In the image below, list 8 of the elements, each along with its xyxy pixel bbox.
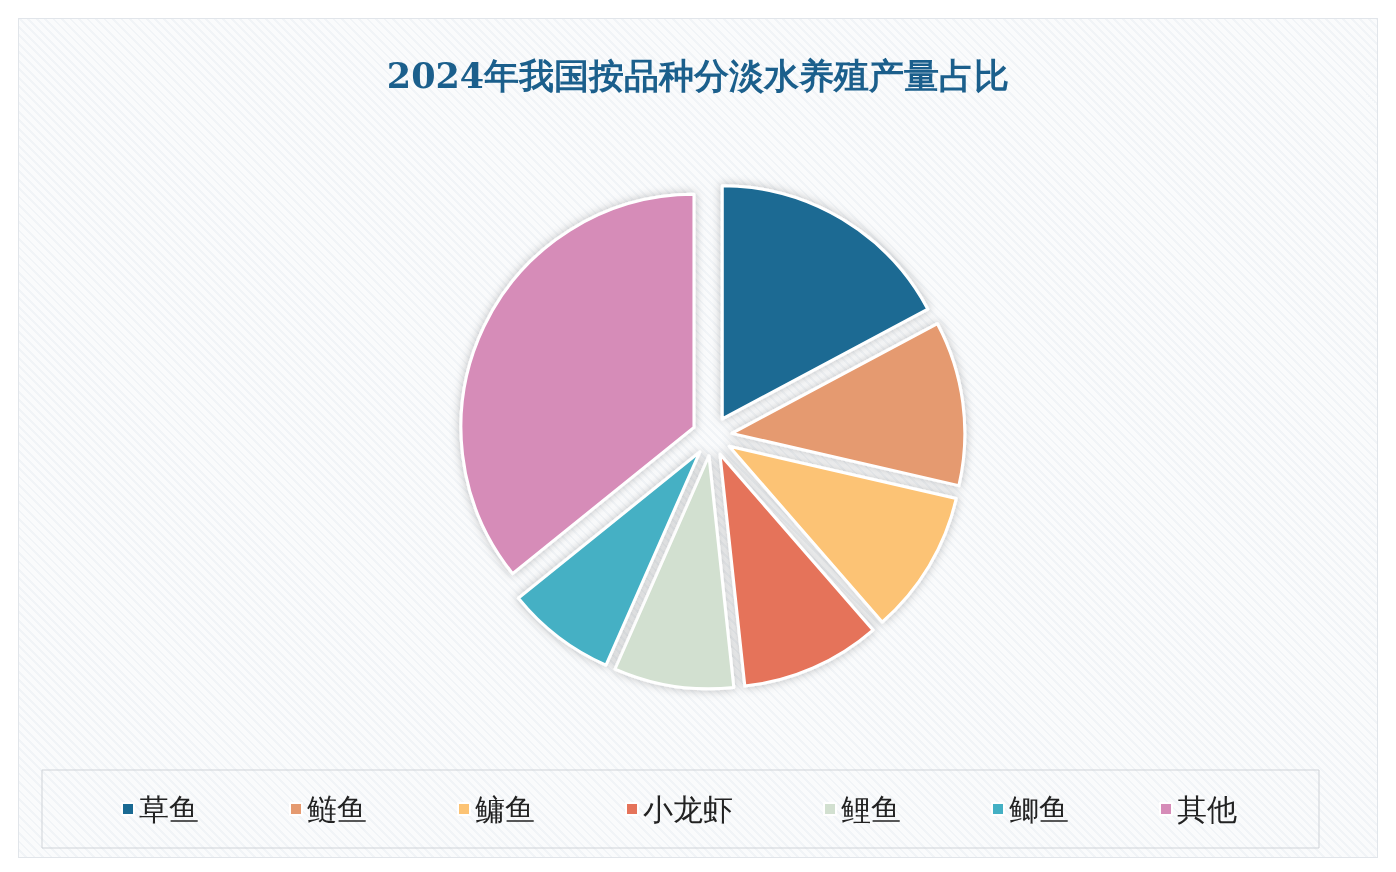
chart-title: 2024年我国按品种分淡水养殖产量占比 [386, 55, 1010, 96]
legend-label: 其他 [1177, 791, 1237, 827]
legend-label: 鲫鱼 [1009, 791, 1069, 827]
legend-label: 鲢鱼 [307, 791, 367, 827]
legend-label: 鲤鱼 [841, 791, 901, 827]
legend-label: 草鱼 [139, 791, 199, 827]
legend-label: 小龙虾 [643, 791, 733, 827]
legend-label: 鳙鱼 [475, 791, 535, 827]
